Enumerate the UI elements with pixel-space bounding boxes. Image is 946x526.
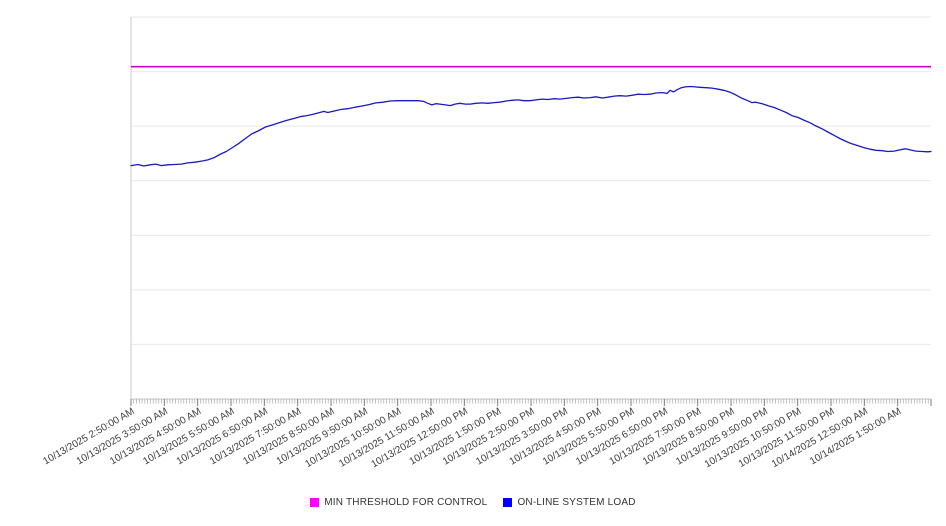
chart-legend: MIN THRESHOLD FOR CONTROL ON-LINE SYSTEM… [0, 497, 946, 508]
load-line [130, 85, 932, 167]
threshold-legend-label: MIN THRESHOLD FOR CONTROL [324, 497, 488, 508]
legend-item-online-system-load[interactable]: ON-LINE SYSTEM LOAD [503, 497, 636, 508]
load-legend-swatch [503, 498, 513, 507]
legend-item-min-threshold[interactable]: MIN THRESHOLD FOR CONTROL [310, 497, 487, 508]
threshold-legend-swatch [310, 498, 320, 507]
load-legend-label: ON-LINE SYSTEM LOAD [517, 497, 636, 508]
x-major-tick-marks [130, 399, 932, 406]
